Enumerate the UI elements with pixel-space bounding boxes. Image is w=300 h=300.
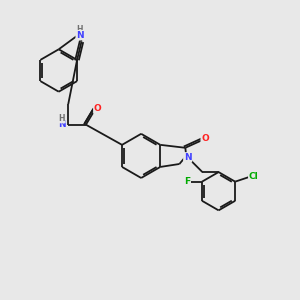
Text: O: O	[201, 134, 209, 143]
Text: N: N	[76, 31, 84, 40]
Text: H: H	[58, 114, 65, 123]
Text: O: O	[94, 104, 102, 113]
Text: N: N	[184, 153, 191, 162]
Text: H: H	[77, 25, 83, 34]
Text: N: N	[58, 120, 66, 129]
Text: Cl: Cl	[249, 172, 259, 181]
Text: F: F	[184, 177, 190, 186]
